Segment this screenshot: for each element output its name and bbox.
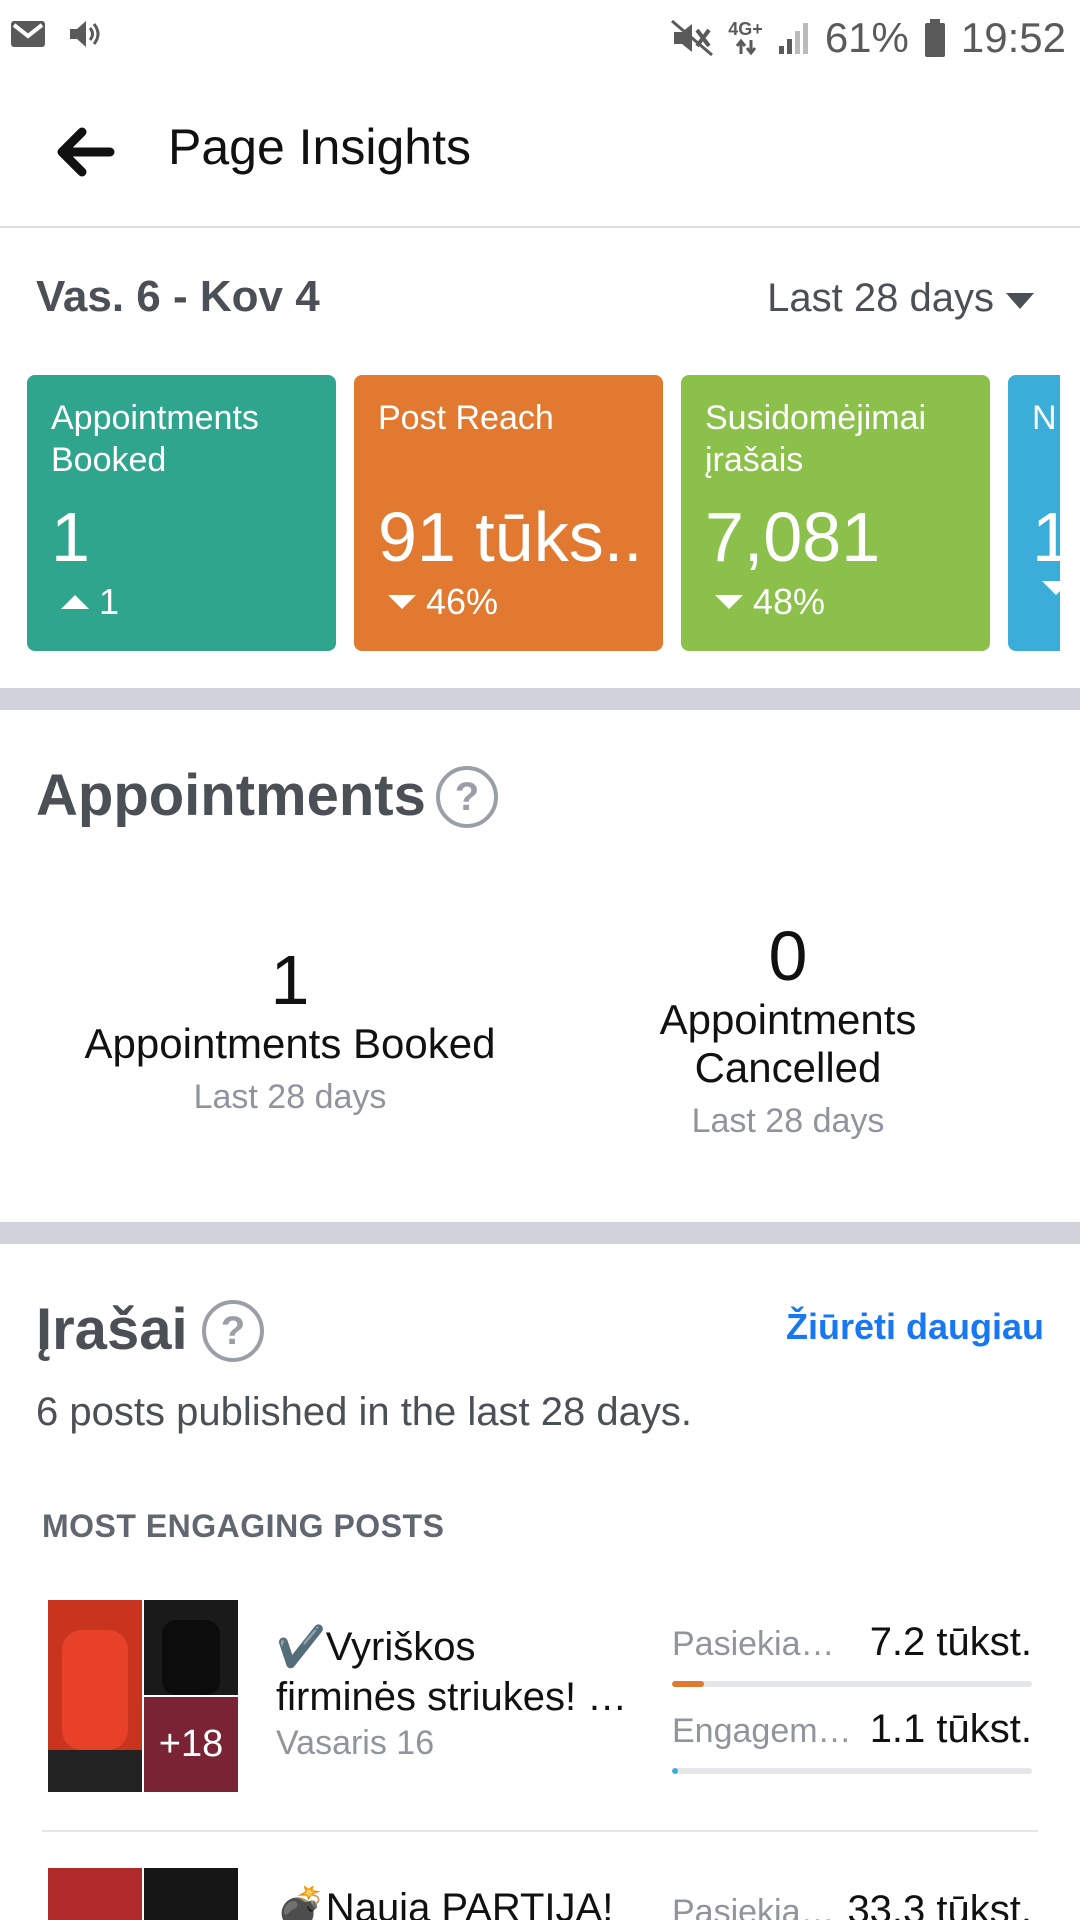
appointments-cancelled-stat: 0 Appointments Cancelled Last 28 days (538, 916, 1038, 1141)
metric-card-appointments[interactable]: Appointments Booked 1 1 (27, 375, 336, 651)
trend-down-icon (715, 595, 743, 609)
period-dropdown[interactable]: Last 28 days (767, 276, 1034, 321)
card-value: 91 tūks.. (378, 498, 643, 576)
card-value: 1 (1032, 498, 1060, 576)
post-info[interactable]: ✔️Vyriškos firminės striukes! … Vasaris … (276, 1622, 636, 1763)
card-delta-value: 48% (753, 581, 826, 622)
post-metrics: Pasiekia… 33.3 tūkst. (672, 1888, 1032, 1920)
back-button[interactable] (50, 122, 120, 182)
volume-icon (70, 21, 100, 47)
booked-label: Appointments Booked (84, 1020, 496, 1067)
thumb-image-red-jacket (48, 1868, 142, 1920)
help-icon[interactable]: ? (436, 766, 498, 828)
card-delta-value: 46% (426, 581, 499, 622)
app-header: Page Insights (0, 78, 1080, 228)
see-more-link[interactable]: Žiūrėti daugiau (785, 1306, 1044, 1347)
post-title-line1: 💣Nauja PARTIJA! (276, 1886, 614, 1920)
post-metrics: Pasiekia… 7.2 tūkst. Engagem… 1.1 tūkst. (672, 1620, 1032, 1774)
post-date: Vasaris 16 (276, 1724, 435, 1762)
card-label: Appointments Booked (51, 399, 259, 479)
post-title-line2: firminės striukes! … (276, 1675, 628, 1719)
cancelled-period: Last 28 days (691, 1102, 885, 1140)
post-title-line1: ✔️Vyriškos (276, 1625, 476, 1669)
cancelled-count: 0 (768, 917, 808, 995)
metric-bar (672, 1768, 1032, 1774)
posts-summary: 6 posts published in the last 28 days. (36, 1390, 692, 1434)
card-delta: 48% (715, 581, 825, 623)
card-value: 7,081 (705, 498, 881, 576)
period-label: Last 28 days (767, 276, 994, 320)
battery-percent: 61% (824, 14, 909, 61)
signal-icon (778, 23, 808, 54)
cancelled-label-line1: Appointments (659, 996, 917, 1043)
posts-title: Įrašai (36, 1297, 188, 1362)
thumb-image-black-jacket (144, 1868, 238, 1920)
date-range: Vas. 6 - Kov 4 (36, 272, 320, 321)
metric-label: Engagem… (672, 1712, 852, 1750)
card-label: Post Reach (378, 399, 554, 437)
card-value: 1 (51, 498, 90, 576)
section-divider (0, 688, 1080, 710)
metric-bar-fill (672, 1768, 678, 1774)
status-bar: 4G+ 61% 19:52 (0, 0, 1080, 78)
card-delta: 46% (388, 581, 498, 623)
thumb-more-overlay: +18 (144, 1697, 238, 1792)
post-info[interactable]: 💣Nauja PARTIJA! (276, 1886, 636, 1920)
metric-card-partial[interactable]: N 1 (1008, 375, 1060, 651)
back-arrow-icon (57, 127, 115, 177)
metric-value: 33.3 tūkst. (847, 1888, 1032, 1920)
caret-down-icon (1006, 292, 1034, 309)
metric-label: Pasiekia… (672, 1625, 835, 1663)
more-count: +18 (144, 1697, 238, 1792)
booked-period: Last 28 days (193, 1078, 387, 1116)
data-arrows-icon (735, 38, 756, 56)
card-label: Susidomėjimai įrašais (705, 399, 927, 479)
help-icon[interactable]: ? (202, 1300, 264, 1362)
appointments-title: Appointments (36, 763, 426, 828)
trend-down-icon (1042, 581, 1060, 595)
cancelled-label-line2: Cancelled (694, 1044, 882, 1091)
metric-value: 1.1 tūkst. (869, 1707, 1032, 1751)
post-thumbnail[interactable]: +18 (48, 1600, 238, 1792)
thumb-image-black-jacket (144, 1600, 238, 1695)
post-thumbnail[interactable] (48, 1868, 238, 1920)
card-delta: 1 (61, 581, 119, 623)
network-type: 4G+ (728, 19, 763, 39)
mute-vibrate-icon (671, 19, 714, 57)
post-separator (42, 1830, 1038, 1832)
thumb-image-red-jacket (48, 1600, 142, 1792)
metric-label: Pasiekia… (672, 1893, 835, 1920)
trend-down-icon (388, 595, 416, 609)
battery-icon (924, 19, 945, 57)
section-divider (0, 1222, 1080, 1244)
most-engaging-label: MOST ENGAGING POSTS (42, 1508, 445, 1544)
card-delta-value: 1 (99, 581, 120, 622)
card-label: N (1032, 399, 1057, 437)
metric-card-engagement[interactable]: Susidomėjimai įrašais 7,081 48% (681, 375, 990, 651)
appointments-booked-stat: 1 Appointments Booked Last 28 days (40, 940, 540, 1117)
metric-card-post-reach[interactable]: Post Reach 91 tūks.. 46% (354, 375, 663, 651)
trend-up-icon (61, 595, 89, 609)
card-delta (1042, 581, 1060, 595)
page-title: Page Insights (168, 119, 471, 175)
metric-bar (672, 1681, 1032, 1687)
metric-value: 7.2 tūkst. (869, 1620, 1032, 1664)
booked-count: 1 (270, 941, 310, 1019)
metric-bar-fill (672, 1681, 705, 1687)
gmail-icon (11, 21, 45, 47)
clock: 19:52 (960, 14, 1066, 61)
